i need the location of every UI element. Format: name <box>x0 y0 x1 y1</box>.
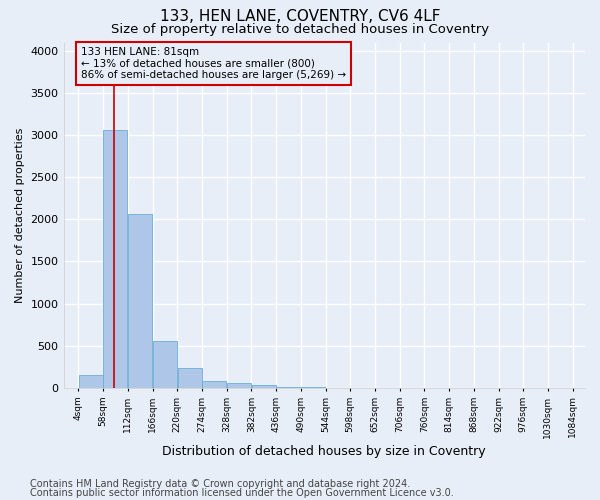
X-axis label: Distribution of detached houses by size in Coventry: Distribution of detached houses by size … <box>163 444 486 458</box>
Bar <box>128 214 152 388</box>
Text: Contains HM Land Registry data © Crown copyright and database right 2024.: Contains HM Land Registry data © Crown c… <box>30 479 410 489</box>
Bar <box>103 130 127 388</box>
Bar <box>227 383 251 388</box>
Text: 133, HEN LANE, COVENTRY, CV6 4LF: 133, HEN LANE, COVENTRY, CV6 4LF <box>160 9 440 24</box>
Text: Size of property relative to detached houses in Coventry: Size of property relative to detached ho… <box>111 22 489 36</box>
Y-axis label: Number of detached properties: Number of detached properties <box>15 128 25 303</box>
Bar <box>79 375 103 388</box>
Bar <box>252 385 276 388</box>
Text: Contains public sector information licensed under the Open Government Licence v3: Contains public sector information licen… <box>30 488 454 498</box>
Bar <box>277 387 301 388</box>
Text: 133 HEN LANE: 81sqm
← 13% of detached houses are smaller (800)
86% of semi-detac: 133 HEN LANE: 81sqm ← 13% of detached ho… <box>81 46 346 80</box>
Bar <box>202 382 226 388</box>
Bar <box>153 340 177 388</box>
Bar <box>178 368 202 388</box>
